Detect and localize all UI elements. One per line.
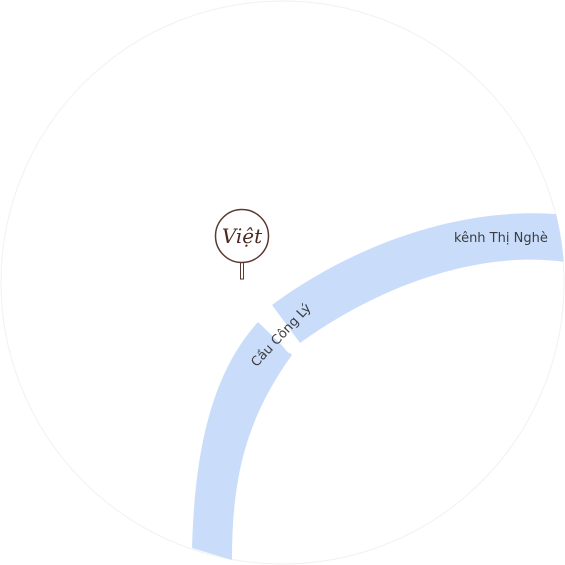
canal-water-upper [272, 213, 565, 343]
viet-logo-pin-icon[interactable]: Việt [214, 208, 270, 280]
canal-water-lower [192, 322, 292, 560]
bridge-structure [260, 310, 300, 354]
marker-logo-text: Việt [222, 224, 263, 248]
canal-label: kênh Thị Nghè [454, 231, 548, 246]
